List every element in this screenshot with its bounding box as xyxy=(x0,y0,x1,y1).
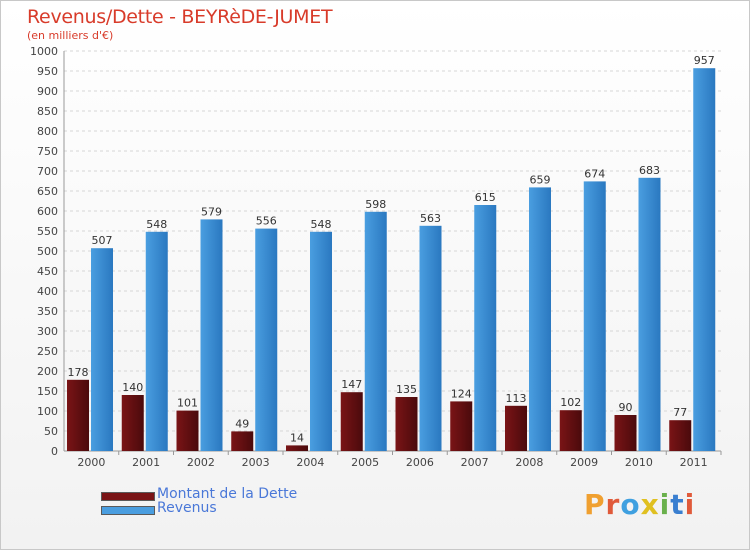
x-tick-label: 2009 xyxy=(570,456,598,469)
data-label-dette: 147 xyxy=(341,378,362,391)
bar-dette xyxy=(340,392,363,451)
bar-dette xyxy=(669,420,692,451)
y-tick-label: 500 xyxy=(37,245,58,258)
logo-letter: P xyxy=(584,488,606,521)
legend-swatch-revenus xyxy=(101,506,155,515)
bar-dette xyxy=(67,379,89,451)
y-tick-label: 550 xyxy=(37,225,58,238)
y-tick-label: 450 xyxy=(37,265,58,278)
x-tick-label: 2010 xyxy=(625,456,653,469)
logo-letter: o xyxy=(620,488,641,521)
legend-label-dette: Montant de la Dette xyxy=(157,486,298,502)
bar-revenus xyxy=(364,211,387,451)
bar-dette xyxy=(121,395,144,451)
bar-revenus xyxy=(583,181,606,451)
data-label-revenus: 598 xyxy=(365,198,386,211)
logo-letter: i xyxy=(684,488,696,521)
y-tick-label: 0 xyxy=(51,445,58,458)
bar-dette xyxy=(176,410,199,451)
data-label-dette: 101 xyxy=(177,397,198,410)
data-label-revenus: 548 xyxy=(146,218,167,231)
y-tick-label: 50 xyxy=(44,425,58,438)
data-label-dette: 135 xyxy=(396,383,417,396)
data-label-revenus: 563 xyxy=(420,212,441,225)
chart-title: Revenus/Dette - BEYRèDE-JUMET xyxy=(27,6,333,28)
y-tick-label: 600 xyxy=(37,205,58,218)
data-label-dette: 77 xyxy=(673,406,687,419)
x-tick-label: 2006 xyxy=(406,456,434,469)
y-tick-label: 150 xyxy=(37,385,58,398)
data-label-revenus: 507 xyxy=(92,234,113,247)
data-label-revenus: 957 xyxy=(694,54,715,67)
bar-revenus xyxy=(255,228,278,451)
y-tick-label: 1000 xyxy=(30,45,58,58)
data-label-dette: 102 xyxy=(560,396,581,409)
bar-revenus xyxy=(91,248,113,451)
x-tick-label: 2002 xyxy=(187,456,215,469)
x-tick-label: 2011 xyxy=(680,456,708,469)
y-tick-label: 250 xyxy=(37,345,58,358)
logo-letter: x xyxy=(640,488,660,521)
data-label-revenus: 579 xyxy=(201,205,222,218)
data-label-dette: 90 xyxy=(619,401,633,414)
bar-revenus xyxy=(200,219,223,451)
logo-letter: t xyxy=(670,488,685,521)
data-label-dette: 49 xyxy=(235,417,249,430)
bar-revenus xyxy=(310,231,332,451)
bar-dette xyxy=(231,431,254,451)
data-label-dette: 124 xyxy=(451,387,472,400)
data-label-revenus: 659 xyxy=(530,173,551,186)
y-tick-label: 400 xyxy=(37,285,58,298)
y-tick-label: 750 xyxy=(37,145,58,158)
bar-revenus xyxy=(529,187,551,451)
x-tick-label: 2008 xyxy=(515,456,543,469)
x-tick-label: 2000 xyxy=(77,456,105,469)
bar-revenus xyxy=(474,205,497,451)
x-tick-label: 2007 xyxy=(461,456,489,469)
y-tick-label: 950 xyxy=(37,65,58,78)
y-tick-label: 850 xyxy=(37,105,58,118)
data-label-dette: 140 xyxy=(122,381,143,394)
y-tick-label: 650 xyxy=(37,185,58,198)
bar-revenus xyxy=(638,177,661,452)
x-tick-label: 2003 xyxy=(242,456,270,469)
y-tick-label: 700 xyxy=(37,165,58,178)
data-label-dette: 14 xyxy=(290,431,304,444)
logo-letter: i xyxy=(659,488,671,521)
data-label-revenus: 683 xyxy=(639,164,660,177)
bar-dette xyxy=(559,410,582,451)
legend-swatch-dette xyxy=(101,492,155,501)
y-tick-label: 900 xyxy=(37,85,58,98)
y-tick-label: 100 xyxy=(37,405,58,418)
data-label-dette: 178 xyxy=(68,366,89,379)
bar-dette xyxy=(505,405,527,451)
bar-dette xyxy=(614,415,637,451)
bar-dette xyxy=(286,445,308,451)
bar-revenus xyxy=(693,68,716,451)
legend-label-revenus: Revenus xyxy=(157,500,217,516)
logo-letter: r xyxy=(605,488,621,521)
x-tick-label: 2004 xyxy=(296,456,324,469)
data-label-revenus: 615 xyxy=(475,191,496,204)
bar-dette xyxy=(395,397,418,451)
x-tick-label: 2005 xyxy=(351,456,379,469)
y-tick-label: 800 xyxy=(37,125,58,138)
bar-revenus xyxy=(145,231,168,451)
y-tick-label: 300 xyxy=(37,325,58,338)
bar-revenus xyxy=(419,225,442,451)
data-label-dette: 113 xyxy=(506,392,527,405)
data-label-revenus: 556 xyxy=(256,215,277,228)
y-tick-label: 350 xyxy=(37,305,58,318)
data-label-revenus: 548 xyxy=(311,218,332,231)
y-tick-label: 200 xyxy=(37,365,58,378)
proxiti-logo: Proxiti xyxy=(584,488,695,521)
bar-dette xyxy=(450,401,473,451)
data-label-revenus: 674 xyxy=(584,167,605,180)
x-tick-label: 2001 xyxy=(132,456,160,469)
chart-subtitle: (en milliers d'€) xyxy=(27,29,114,42)
